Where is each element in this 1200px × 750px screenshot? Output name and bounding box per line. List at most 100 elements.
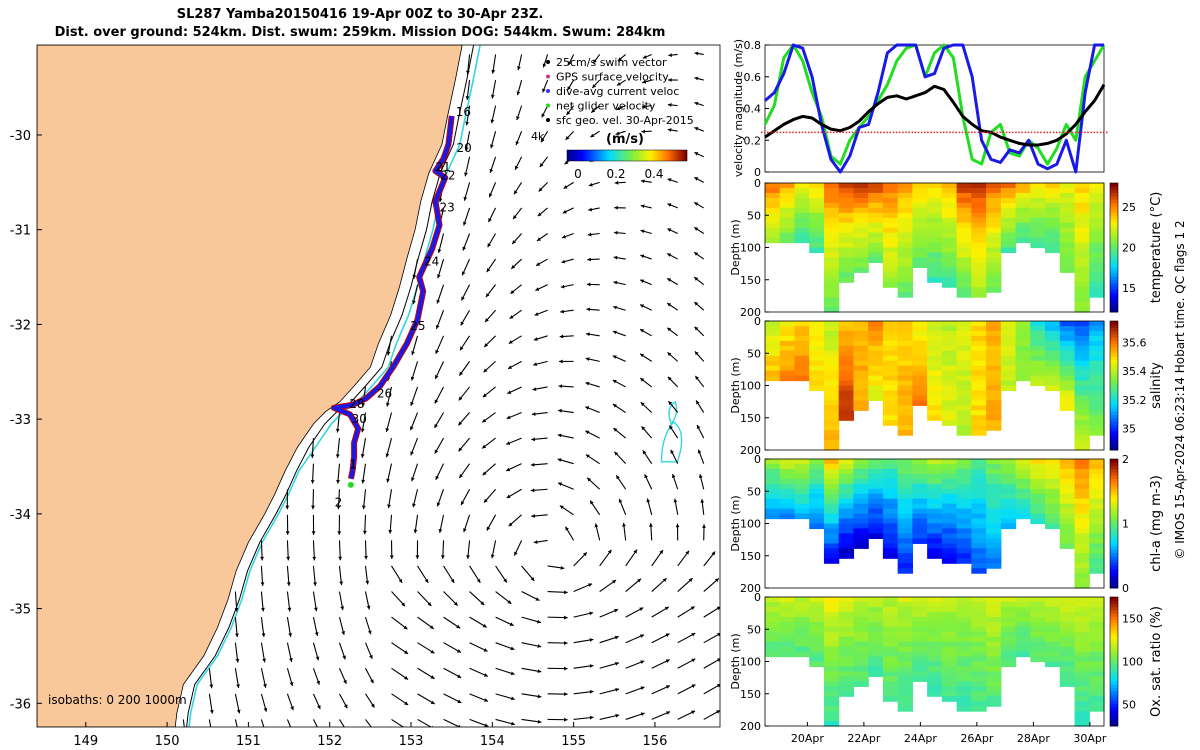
velocity-arrowhead <box>614 635 619 640</box>
heatmap-cell <box>912 237 928 244</box>
heatmap-cell <box>794 631 810 638</box>
heatmap-cell <box>853 523 869 530</box>
heatmap-cell <box>868 621 884 628</box>
heatmap-cell <box>882 656 899 663</box>
heatmap-cell <box>823 267 840 273</box>
heatmap-cell <box>971 257 987 263</box>
velocity-arrowhead <box>482 418 487 423</box>
time-tick-label: 26Apr <box>960 732 994 745</box>
velocity-arrowhead <box>669 425 673 430</box>
map-colorbar-cell <box>661 150 664 161</box>
heatmap-cell <box>897 227 913 234</box>
heatmap-cell <box>1089 463 1105 470</box>
heatmap-cell <box>941 601 958 608</box>
velocity-arrowhead <box>343 704 348 709</box>
heatmap-cell <box>941 242 958 249</box>
colorbar-cell <box>1110 286 1118 290</box>
heatmap-cell <box>971 681 987 687</box>
colorbar-cell <box>1110 263 1118 268</box>
colorbar-cell <box>1110 186 1118 190</box>
heatmap-cell <box>823 626 840 633</box>
heatmap-cell <box>823 262 840 268</box>
heatmap-cell <box>986 242 1002 249</box>
heatmap-cell <box>765 217 781 224</box>
heatmap-cell <box>956 262 972 268</box>
velocity-arrowhead <box>640 329 645 333</box>
heatmap-cell <box>912 478 928 485</box>
heatmap-cell <box>927 197 943 204</box>
heatmap-cell <box>986 666 1002 673</box>
heatmap-cell <box>971 345 987 352</box>
heatmap-cell <box>1045 473 1061 480</box>
velocity-arrowhead <box>514 551 518 556</box>
heatmap-cell <box>912 325 928 332</box>
heatmap-cell <box>1089 325 1105 332</box>
velocity-arrowhead <box>506 441 511 445</box>
heatmap-cell <box>956 415 972 421</box>
velocity-arrowhead <box>289 658 293 662</box>
colorbar-cell <box>1110 372 1118 377</box>
velocity-arrowhead <box>589 689 594 694</box>
heatmap-cell <box>1000 473 1017 480</box>
heatmap-cell <box>809 355 825 362</box>
heatmap-cell <box>1059 212 1076 219</box>
heatmap-cell <box>986 606 1002 613</box>
heatmap-cell <box>941 691 958 697</box>
heatmap-cell <box>1045 626 1061 633</box>
heatmap-cell <box>882 277 899 283</box>
map-colorbar-cell <box>659 150 662 161</box>
heatmap-cell <box>1000 355 1017 362</box>
heatmap-cell <box>986 232 1002 239</box>
heatmap-cell <box>1045 661 1061 668</box>
heatmap-cell <box>971 646 987 653</box>
heatmap-cell <box>882 473 899 480</box>
heatmap-cell <box>838 463 855 470</box>
colorbar-cell <box>1110 202 1118 207</box>
heatmap-cell <box>912 183 928 189</box>
heatmap-cell <box>1030 503 1046 510</box>
heatmap-cell <box>897 691 913 697</box>
map-colorbar-cell <box>685 150 688 161</box>
heatmap-cell <box>823 207 840 214</box>
colorbar-cell <box>1110 379 1118 383</box>
heatmap-cell <box>1015 459 1031 465</box>
heatmap-cell <box>823 459 840 465</box>
heatmap-cell <box>1000 183 1017 189</box>
heatmap-cell <box>1000 330 1017 337</box>
legend-entry: net glider velocity <box>556 100 656 113</box>
heatmap-cell <box>868 257 884 263</box>
heatmap-cell <box>779 513 796 520</box>
heatmap-cell <box>927 463 943 470</box>
heatmap-cell <box>1074 192 1090 199</box>
heatmap-cell <box>853 187 869 194</box>
day-label: 25 <box>410 319 425 333</box>
heatmap-cell <box>912 365 928 372</box>
heatmap-cell <box>912 518 928 525</box>
heatmap-cell <box>956 375 972 382</box>
heatmap-cell <box>1089 375 1105 382</box>
velocity-arrowhead <box>667 228 672 232</box>
heatmap-cell <box>897 272 913 278</box>
heatmap-cell <box>986 597 1002 603</box>
velocity-arrowhead <box>594 523 599 528</box>
heatmap-cell <box>1089 292 1105 298</box>
heatmap-cell <box>971 330 987 337</box>
velocity-arrowhead <box>435 349 439 354</box>
heatmap-cell <box>779 468 796 475</box>
heatmap-cell <box>1015 483 1031 490</box>
velocity-arrowhead <box>461 501 465 506</box>
heatmap-cell <box>986 282 1002 288</box>
velocity-arrowhead <box>667 203 672 207</box>
heatmap-cell <box>927 503 943 510</box>
velocity-arrowhead <box>506 494 511 498</box>
heatmap-cell <box>897 325 913 332</box>
velocity-arrowhead <box>413 529 418 534</box>
heatmap-cell <box>897 508 913 515</box>
heatmap-cell <box>1059 262 1076 268</box>
velocity-arrowhead <box>427 602 432 606</box>
heatmap-cell <box>1059 636 1076 643</box>
heatmap-cell <box>838 262 855 268</box>
heatmap-cell <box>1000 375 1017 382</box>
heatmap-cell <box>1045 197 1061 204</box>
velocity-arrowhead <box>367 630 372 635</box>
